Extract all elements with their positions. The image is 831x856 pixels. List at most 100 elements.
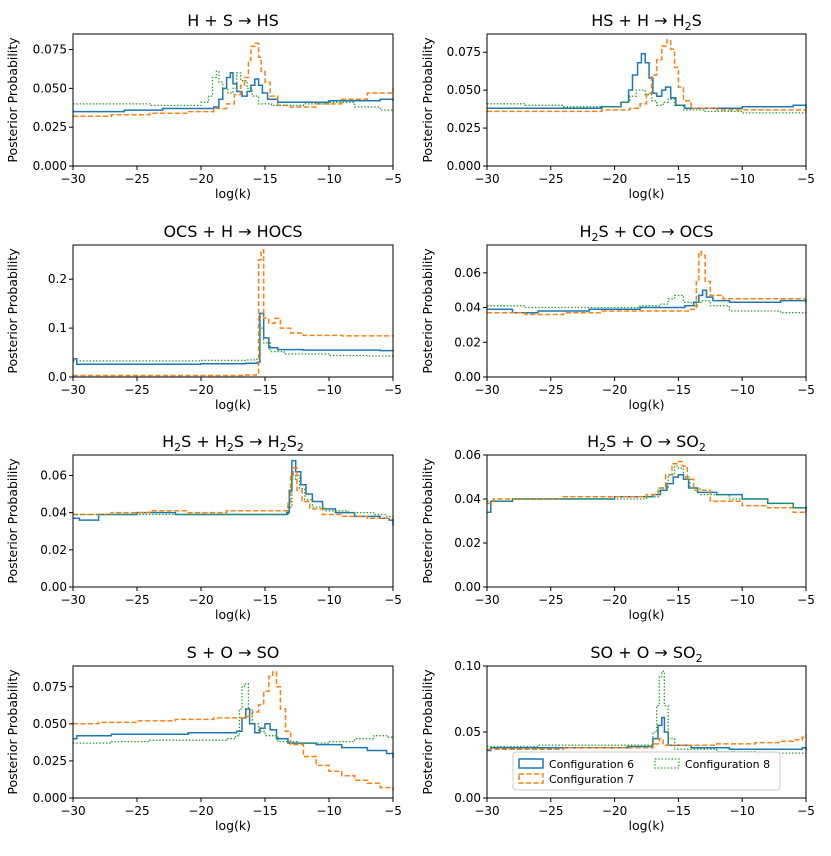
y-tick-label: 0.050 xyxy=(33,717,67,731)
x-tick-label: −5 xyxy=(384,172,402,186)
title-part: S + O xyxy=(606,432,657,451)
title-part: → xyxy=(661,222,674,241)
panel-title: H2S + O → SO2 xyxy=(587,432,706,454)
y-tick-label: 0.00 xyxy=(454,370,481,384)
x-tick-label: −30 xyxy=(60,383,85,397)
panel-7: S + O → SO −30 −25 −20 −15 −10 −5 0.000 0.025 0.0… xyxy=(5,643,402,833)
series-configuration-6 xyxy=(487,52,807,110)
x-tick-label: −5 xyxy=(797,172,815,186)
y-tick-label: 0.000 xyxy=(33,791,67,805)
axes-frame xyxy=(486,244,807,378)
x-axis-label: log(k) xyxy=(628,818,664,833)
title-subscript: 2 xyxy=(699,441,706,454)
x-tick-label: −25 xyxy=(124,383,149,397)
series-configuration-8 xyxy=(487,670,807,755)
x-tick-label: −10 xyxy=(730,804,755,818)
title-part: S xyxy=(234,432,249,451)
title-part: → xyxy=(249,432,262,451)
title-part: S xyxy=(692,11,702,30)
y-axis-label: Posterior Probability xyxy=(420,458,435,584)
title-part: SO xyxy=(671,432,699,451)
title-part: → xyxy=(658,432,671,451)
x-tick-label: −5 xyxy=(384,593,402,607)
title-part: → xyxy=(238,11,251,30)
series-configuration-6 xyxy=(73,708,394,758)
series-configuration-7 xyxy=(73,671,394,791)
x-tick-label: −5 xyxy=(797,383,815,397)
x-axis-label: log(k) xyxy=(215,818,251,833)
axes-frame xyxy=(72,665,394,799)
title-subscript: 2 xyxy=(685,20,692,33)
series-configuration-7 xyxy=(487,39,807,113)
title-part: H xyxy=(579,222,591,241)
title-part: SO xyxy=(251,643,279,662)
series-configuration-7 xyxy=(487,251,806,316)
y-tick-label: 0.02 xyxy=(454,335,481,349)
title-part: H xyxy=(263,432,280,451)
title-part: S + O xyxy=(187,643,238,662)
y-tick-label: 0.0 xyxy=(48,370,67,384)
x-tick-label: −15 xyxy=(252,172,277,186)
title-part: → xyxy=(238,222,251,241)
x-tick-label: −10 xyxy=(316,172,341,186)
x-tick-label: −5 xyxy=(384,804,402,818)
x-tick-label: −25 xyxy=(538,804,563,818)
y-axis-label: Posterior Probability xyxy=(420,248,435,374)
y-tick-label: 0.050 xyxy=(33,81,67,95)
panel-1: H + S → HS −30 −25 −20 −15 −10 −5 0.000 0.025 0.0… xyxy=(5,11,402,201)
title-part: OCS xyxy=(675,222,714,241)
panel-8: SO + O → SO2 −30 −25 −20 −15 −10 −5 0.00 0.05 0.1… xyxy=(420,643,815,833)
y-axis-label: Posterior Probability xyxy=(420,669,435,795)
series-configuration-6 xyxy=(487,716,807,752)
title-subscript: 2 xyxy=(280,441,287,454)
y-tick-label: 0.075 xyxy=(33,680,67,694)
y-tick-label: 0.06 xyxy=(454,448,481,462)
series-configuration-6 xyxy=(73,72,394,113)
x-tick-label: −15 xyxy=(666,593,691,607)
title-part: H xyxy=(162,432,174,451)
y-tick-label: 0.1 xyxy=(48,321,67,335)
axes-frame xyxy=(486,454,807,588)
title-part: H xyxy=(668,11,685,30)
x-tick-label: −5 xyxy=(797,804,815,818)
y-axis-label: Posterior Probability xyxy=(5,37,20,163)
series-configuration-7 xyxy=(73,42,394,118)
title-part: SO + O xyxy=(590,643,654,662)
title-part: H + S xyxy=(187,11,238,30)
panel-title: S + O → SO xyxy=(187,643,280,662)
x-tick-label: −5 xyxy=(384,383,402,397)
x-tick-label: −10 xyxy=(730,593,755,607)
axes-frame xyxy=(72,454,394,588)
x-tick-label: −25 xyxy=(124,172,149,186)
series-configuration-6-swatch xyxy=(518,758,544,769)
panel-4: H2S + CO → OCS −30 −25 −20 −15 −10 −5 0.00 0.02 0… xyxy=(420,222,815,412)
x-axis-label: log(k) xyxy=(215,607,251,622)
y-tick-label: 0.025 xyxy=(447,121,481,135)
x-tick-label: −30 xyxy=(474,593,499,607)
y-tick-label: 0.000 xyxy=(447,159,481,173)
x-axis-label: log(k) xyxy=(628,397,664,412)
series-configuration-8 xyxy=(73,683,394,744)
x-tick-label: −25 xyxy=(538,593,563,607)
axes-frame xyxy=(72,33,394,167)
x-axis-label: log(k) xyxy=(628,607,664,622)
x-tick-label: −30 xyxy=(474,172,499,186)
y-tick-label: 0.00 xyxy=(454,580,481,594)
y-tick-label: 0.00 xyxy=(454,791,481,805)
x-tick-label: −10 xyxy=(316,804,341,818)
title-part: SO xyxy=(668,643,696,662)
y-tick-label: 0.04 xyxy=(454,301,481,315)
x-tick-label: −10 xyxy=(730,172,755,186)
x-tick-label: −5 xyxy=(797,593,815,607)
title-part: H xyxy=(587,432,599,451)
series-configuration-6 xyxy=(73,312,394,366)
y-tick-label: 0.02 xyxy=(40,543,67,557)
legend-label: Configuration 6 xyxy=(549,758,634,771)
x-tick-label: −10 xyxy=(316,593,341,607)
title-subscript: 2 xyxy=(227,441,234,454)
title-subscript: 2 xyxy=(174,441,181,454)
series-configuration-8 xyxy=(73,70,394,112)
panel-title: OCS + H → HOCS xyxy=(163,222,302,241)
y-axis-label: Posterior Probability xyxy=(5,669,20,795)
